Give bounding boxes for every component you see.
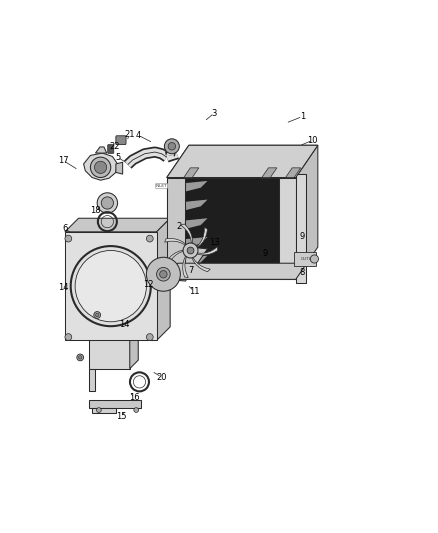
Polygon shape	[95, 147, 107, 153]
Circle shape	[71, 246, 151, 326]
Text: 14: 14	[58, 284, 68, 292]
Polygon shape	[294, 252, 316, 266]
Polygon shape	[184, 168, 199, 177]
Circle shape	[146, 334, 153, 341]
Text: INLET: INLET	[156, 184, 167, 188]
Text: 18: 18	[90, 206, 101, 215]
Polygon shape	[130, 312, 138, 369]
Polygon shape	[65, 218, 170, 232]
Polygon shape	[173, 199, 208, 213]
Circle shape	[159, 271, 167, 278]
Text: 15: 15	[116, 413, 126, 421]
Polygon shape	[167, 177, 185, 279]
Polygon shape	[173, 181, 208, 195]
Circle shape	[146, 257, 180, 291]
Polygon shape	[157, 218, 170, 341]
Polygon shape	[170, 181, 191, 276]
Circle shape	[65, 334, 72, 341]
Circle shape	[168, 142, 176, 150]
FancyBboxPatch shape	[116, 136, 126, 144]
Polygon shape	[165, 238, 186, 245]
Text: 16: 16	[129, 393, 140, 402]
Circle shape	[77, 354, 84, 361]
Circle shape	[146, 235, 153, 242]
Polygon shape	[167, 263, 307, 279]
Text: 1: 1	[300, 112, 305, 121]
Text: 17: 17	[58, 156, 69, 165]
Circle shape	[311, 255, 318, 263]
FancyBboxPatch shape	[108, 144, 114, 154]
Text: 13: 13	[209, 238, 219, 246]
Polygon shape	[84, 153, 117, 180]
Circle shape	[134, 408, 138, 413]
Text: 7: 7	[188, 266, 193, 276]
Circle shape	[156, 268, 170, 281]
Polygon shape	[296, 146, 318, 279]
Polygon shape	[197, 227, 208, 247]
Polygon shape	[167, 177, 296, 279]
Polygon shape	[88, 320, 130, 369]
Circle shape	[65, 235, 72, 242]
Polygon shape	[167, 146, 318, 177]
Circle shape	[183, 243, 198, 258]
Polygon shape	[262, 168, 277, 177]
Polygon shape	[197, 247, 218, 255]
Text: 12: 12	[143, 280, 153, 289]
Text: 22: 22	[109, 142, 120, 151]
Circle shape	[75, 251, 146, 322]
Polygon shape	[116, 162, 123, 174]
Polygon shape	[166, 250, 183, 265]
Text: 11: 11	[189, 287, 199, 296]
Text: 2: 2	[176, 222, 181, 231]
Text: 10: 10	[307, 136, 318, 144]
Circle shape	[187, 247, 194, 254]
Text: 3: 3	[212, 109, 217, 117]
Text: 21: 21	[124, 130, 134, 139]
Polygon shape	[183, 256, 188, 278]
Text: 5: 5	[115, 152, 120, 161]
Text: OUTLET: OUTLET	[301, 257, 317, 261]
Circle shape	[78, 356, 82, 359]
Text: 20: 20	[156, 373, 167, 382]
Text: 6: 6	[62, 224, 67, 233]
Circle shape	[95, 313, 99, 317]
Polygon shape	[173, 218, 208, 232]
Polygon shape	[173, 256, 208, 269]
Polygon shape	[167, 146, 318, 177]
Polygon shape	[92, 408, 116, 414]
Polygon shape	[192, 257, 210, 272]
Polygon shape	[173, 237, 208, 251]
Polygon shape	[279, 177, 296, 279]
Circle shape	[95, 161, 107, 173]
Circle shape	[101, 197, 113, 209]
Polygon shape	[65, 232, 157, 341]
Polygon shape	[167, 247, 208, 281]
Polygon shape	[88, 369, 95, 391]
Text: 4: 4	[135, 131, 141, 140]
Text: 8: 8	[300, 268, 305, 277]
Circle shape	[164, 139, 179, 154]
Circle shape	[94, 312, 101, 318]
Polygon shape	[88, 312, 138, 320]
Text: 9: 9	[300, 232, 305, 241]
Polygon shape	[181, 224, 192, 243]
Polygon shape	[286, 168, 300, 177]
Polygon shape	[88, 400, 141, 408]
Circle shape	[90, 157, 111, 177]
Circle shape	[97, 193, 117, 213]
Text: 14: 14	[119, 320, 130, 329]
Circle shape	[96, 408, 101, 413]
Polygon shape	[296, 174, 306, 282]
Text: 9: 9	[263, 249, 268, 259]
